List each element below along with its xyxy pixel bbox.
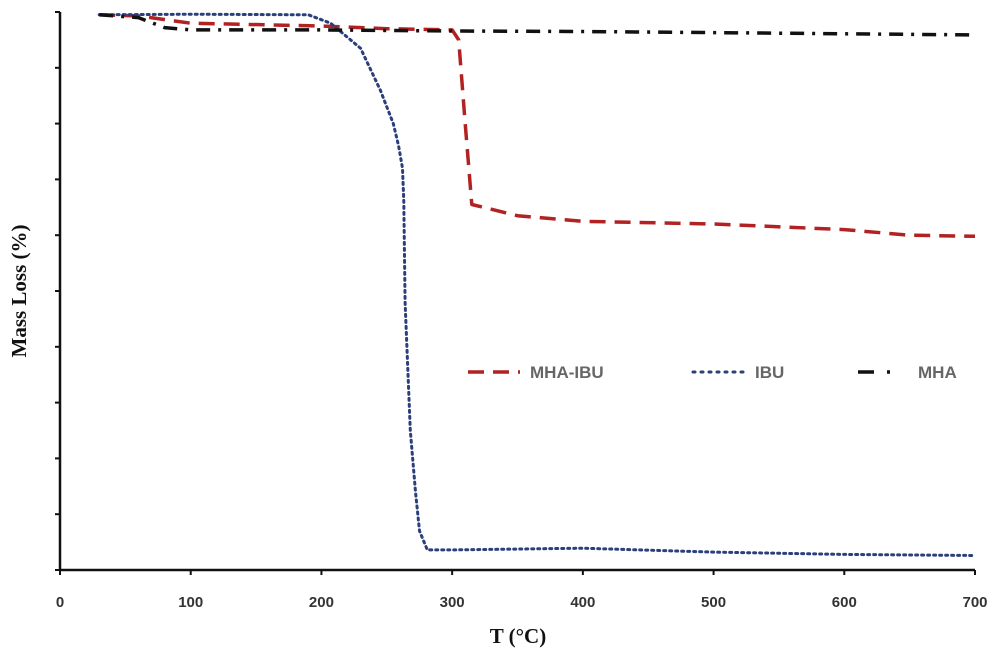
x-tick-label: 400 xyxy=(570,594,595,611)
x-tick-label: 600 xyxy=(832,594,857,611)
x-tick-label: 500 xyxy=(701,594,726,611)
series-line-mha-ibu xyxy=(99,13,976,239)
legend-label-mha: MHA xyxy=(918,363,957,382)
series-line-ibu xyxy=(97,12,977,557)
legend-label-ibu: IBU xyxy=(755,363,784,382)
y-axis-label: Mass Loss (%) xyxy=(7,224,31,357)
x-axis-label: T (°C) xyxy=(490,624,546,648)
x-tick-label: 700 xyxy=(962,594,987,611)
x-tick-label: 100 xyxy=(178,594,203,611)
x-tick-label: 0 xyxy=(56,594,64,611)
legend-label-mha-ibu: MHA-IBU xyxy=(530,363,604,382)
x-tick-label: 300 xyxy=(440,594,465,611)
x-tick-label: 200 xyxy=(309,594,334,611)
